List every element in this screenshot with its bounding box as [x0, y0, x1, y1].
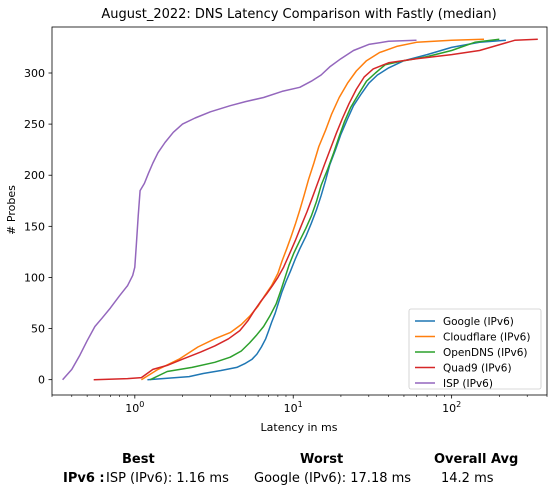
x-tick-label: 102	[442, 400, 461, 415]
y-tick-label: 200	[24, 169, 45, 182]
overall-avg-value: 14.2 ms	[441, 471, 494, 486]
overall-avg-header: Overall Avg	[434, 452, 519, 467]
series-line-1	[141, 38, 485, 381]
y-tick-label: 300	[24, 67, 45, 80]
latency-chart: August_2022: DNS Latency Comparison with…	[5, 7, 548, 434]
best-header: Best	[122, 452, 155, 467]
y-tick-label: 50	[31, 323, 45, 336]
worst-header: Worst	[300, 452, 344, 467]
series-line-0	[147, 39, 506, 381]
legend-label-2: OpenDNS (IPv6)	[443, 347, 528, 359]
axes: 0 50 100 150 200 250 300 100 101 102	[24, 26, 548, 415]
series-line-4	[62, 39, 417, 381]
best-value: ISP (IPv6): 1.16 ms	[106, 471, 229, 486]
worst-value: Google (IPv6): 17.18 ms	[254, 471, 412, 486]
legend-label-1: Cloudflare (IPv6)	[443, 332, 530, 344]
legend: Google (IPv6) Cloudflare (IPv6) OpenDNS (I…	[408, 308, 542, 390]
series-line-3	[93, 38, 538, 381]
legend-label-0: Google (IPv6)	[443, 316, 514, 328]
chart-title: August_2022: DNS Latency Comparison with…	[101, 7, 496, 22]
y-tick-label: 250	[24, 118, 45, 131]
legend-label-4: ISP (IPv6)	[443, 378, 493, 390]
y-axis-label: # Probes	[5, 185, 18, 235]
x-tick-label: 100	[125, 400, 144, 415]
y-tick-label: 150	[24, 220, 45, 233]
y-tick-label: 0	[38, 374, 45, 387]
legend-box	[408, 308, 542, 390]
legend-label-3: Quad9 (IPv6)	[443, 363, 512, 375]
y-tick-label: 100	[24, 271, 45, 284]
plot-frame	[51, 26, 548, 396]
series-line-2	[149, 38, 500, 381]
x-axis-label: Latency in ms	[261, 421, 338, 434]
ipv6-row-label: IPv6 :	[63, 471, 105, 486]
x-tick-label: 101	[284, 400, 303, 415]
series-lines	[62, 38, 538, 381]
